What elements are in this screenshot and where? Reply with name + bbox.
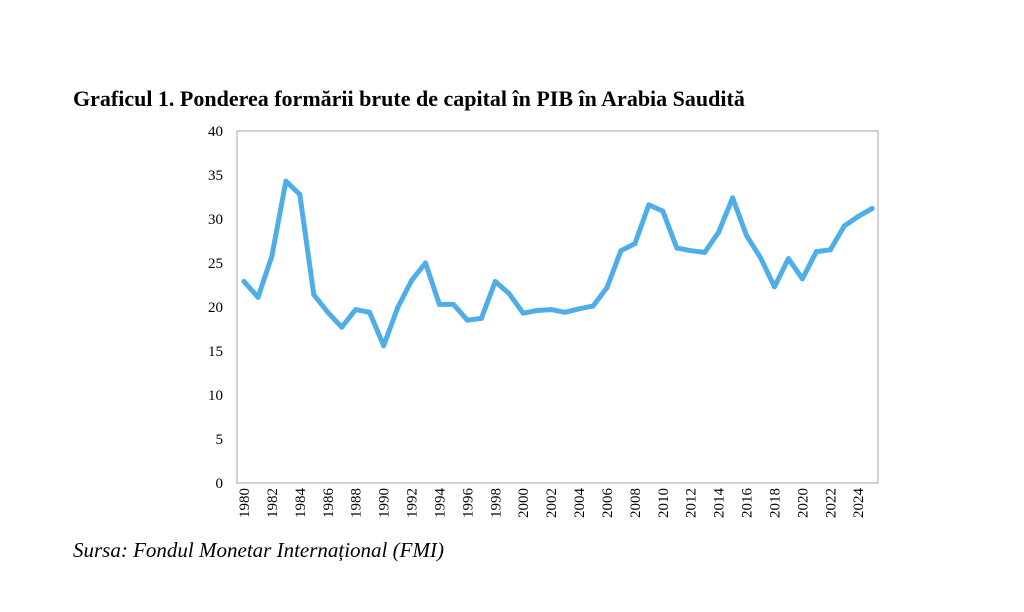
data-point xyxy=(758,255,764,261)
data-point xyxy=(283,178,289,184)
y-tick-label: 35 xyxy=(208,168,223,184)
x-tick-label: 1982 xyxy=(265,488,281,518)
data-point xyxy=(436,301,442,307)
data-point xyxy=(562,309,568,315)
x-tick-label: 1996 xyxy=(460,488,476,519)
x-tick-label: 2016 xyxy=(740,488,756,519)
data-point xyxy=(464,317,470,323)
data-point xyxy=(716,229,722,235)
data-point xyxy=(311,292,317,298)
x-tick-label: 1986 xyxy=(321,488,337,519)
data-point xyxy=(660,208,666,214)
data-point xyxy=(492,278,498,284)
data-point xyxy=(632,241,638,247)
x-tick-label: 2014 xyxy=(712,488,728,519)
y-tick-label: 20 xyxy=(208,300,223,316)
data-point xyxy=(255,294,261,300)
data-point xyxy=(604,285,610,291)
x-tick-label: 2018 xyxy=(767,488,783,518)
x-tick-label: 2024 xyxy=(851,488,867,519)
x-tick-label: 1984 xyxy=(293,488,309,519)
data-point xyxy=(241,278,247,284)
x-tick-label: 1988 xyxy=(349,488,365,518)
data-point xyxy=(353,307,359,313)
x-tick-label: 2008 xyxy=(628,488,644,518)
data-point xyxy=(520,310,526,316)
data-point xyxy=(576,306,582,312)
data-point xyxy=(422,260,428,266)
y-tick-label: 30 xyxy=(208,212,223,228)
x-tick-label: 1994 xyxy=(432,488,448,519)
x-tick-label: 2010 xyxy=(656,488,672,518)
y-tick-label: 0 xyxy=(216,476,224,492)
y-tick-label: 15 xyxy=(208,344,223,360)
data-point xyxy=(855,213,861,219)
x-tick-label: 2020 xyxy=(795,488,811,518)
chart-title: Graficul 1. Ponderea formării brute de c… xyxy=(73,86,745,111)
data-point xyxy=(548,307,554,313)
data-point xyxy=(325,309,331,315)
data-point xyxy=(297,191,303,197)
data-point xyxy=(688,248,694,254)
x-tick-label: 1992 xyxy=(405,488,421,518)
data-point xyxy=(450,301,456,307)
x-tick-label: 2006 xyxy=(600,488,616,519)
data-point xyxy=(702,249,708,255)
data-line xyxy=(241,178,875,349)
x-tick-label: 2012 xyxy=(684,488,700,518)
data-point xyxy=(744,233,750,239)
plot-area-border xyxy=(236,130,879,484)
data-point xyxy=(785,256,791,262)
x-tick-label: 1990 xyxy=(377,488,393,518)
data-point xyxy=(367,309,373,315)
data-point xyxy=(618,248,624,254)
y-tick-label: 10 xyxy=(208,388,223,404)
data-point xyxy=(771,284,777,290)
data-point xyxy=(478,315,484,321)
chart-source: Sursa: Fondul Monetar Internațional (FMI… xyxy=(73,538,444,562)
y-tick-label: 40 xyxy=(208,124,223,140)
x-tick-label: 2000 xyxy=(516,488,532,518)
data-point xyxy=(381,343,387,349)
data-point xyxy=(339,324,345,330)
x-tick-label: 2022 xyxy=(823,488,839,518)
data-point xyxy=(841,223,847,229)
data-point xyxy=(674,245,680,251)
x-tick-label: 1998 xyxy=(488,488,504,518)
data-point xyxy=(590,303,596,309)
data-point xyxy=(646,202,652,208)
data-point xyxy=(827,247,833,253)
data-point xyxy=(730,195,736,201)
x-tick-label: 1980 xyxy=(237,488,253,518)
data-point xyxy=(534,308,540,314)
data-point xyxy=(869,205,875,211)
y-tick-label: 25 xyxy=(208,256,223,272)
data-point xyxy=(409,278,415,284)
data-point xyxy=(269,253,275,259)
x-tick-label: 2004 xyxy=(572,488,588,519)
data-point xyxy=(506,291,512,297)
data-point xyxy=(799,276,805,282)
x-tick-label: 2002 xyxy=(544,488,560,518)
data-point xyxy=(395,305,401,311)
y-tick-label: 5 xyxy=(216,432,224,448)
data-point xyxy=(813,249,819,255)
